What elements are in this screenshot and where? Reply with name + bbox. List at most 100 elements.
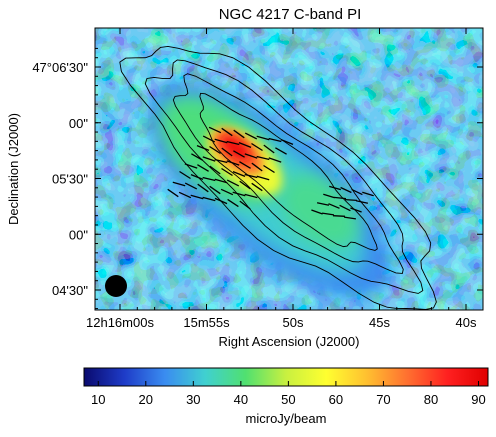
- colorbar-tick-label-7: 70: [376, 392, 390, 407]
- contour-level-3: [172, 73, 404, 274]
- x-tick-label-5: 40s: [456, 315, 477, 330]
- field-vector-9: [214, 138, 228, 144]
- colorbar-tick-label-8: 80: [424, 392, 438, 407]
- colorbar: [83, 367, 489, 387]
- field-vector-50: [167, 188, 179, 198]
- field-vector-65: [316, 202, 330, 206]
- contour-level-4: [199, 92, 378, 251]
- field-vector-62: [333, 196, 347, 200]
- field-vector-45: [197, 183, 209, 193]
- field-vector-13: [263, 144, 275, 154]
- field-vector-55: [227, 198, 239, 208]
- field-vector-57: [329, 185, 341, 191]
- beam-ellipse: [105, 275, 127, 297]
- field-vector-48: [232, 191, 246, 197]
- field-vector-53: [202, 196, 216, 202]
- field-vector-3: [233, 129, 245, 139]
- y-axis-label: Declination (J2000): [6, 113, 21, 225]
- x-tick-label-4: 45s: [369, 315, 390, 330]
- field-vector-29: [184, 163, 198, 169]
- contour-level-2: [144, 59, 424, 294]
- field-vector-19: [244, 153, 258, 159]
- x-tick-label-3: 50s: [283, 315, 304, 330]
- field-vector-70: [322, 212, 334, 216]
- field-vector-59: [351, 188, 363, 196]
- chart-title: NGC 4217 C-band PI: [219, 6, 362, 23]
- field-vector-64: [355, 200, 369, 204]
- y-tick-label-5: 04'30": [52, 283, 88, 298]
- field-vector-22: [191, 153, 203, 161]
- field-vector-24: [214, 158, 228, 164]
- colorbar-ticks: 10 20 30 40 50 60 70 80 90: [91, 381, 486, 407]
- colorbar-tick-label-1: 10: [91, 392, 105, 407]
- plot-area: [95, 28, 483, 310]
- field-vector-68: [350, 207, 362, 213]
- field-vector-66: [328, 203, 340, 209]
- field-vector-38: [202, 176, 216, 182]
- y-tick-label-1: 47°06'30": [32, 60, 88, 75]
- field-vector-17: [221, 147, 233, 157]
- field-vector-1: [208, 126, 222, 134]
- field-vector-18: [233, 150, 245, 158]
- field-vector-32: [221, 167, 233, 177]
- field-vector-15: [196, 144, 210, 152]
- field-vector-46: [209, 185, 221, 195]
- field-vector-20: [256, 155, 270, 161]
- field-vector-31: [209, 165, 221, 175]
- total-intensity-contours: [119, 45, 437, 310]
- colorbar-label: microJy/beam: [246, 411, 327, 426]
- field-vector-52: [190, 194, 204, 200]
- y-tick-label-4: 00": [69, 227, 88, 242]
- x-tick-label-2: 15m55s: [183, 315, 230, 330]
- field-vector-10: [226, 140, 240, 146]
- field-vector-25: [226, 160, 240, 166]
- field-vector-41: [239, 180, 251, 190]
- y-axis-ticks: 47°06'30" 00" 05'30" 00" 04'30": [32, 47, 483, 310]
- field-vector-26: [239, 161, 251, 169]
- field-vector-14: [275, 147, 287, 155]
- field-vector-34: [244, 173, 258, 179]
- colorbar-tick-label-3: 30: [186, 392, 200, 407]
- colorbar-tick-label-2: 20: [139, 392, 153, 407]
- field-vector-5: [256, 135, 270, 141]
- field-vector-35: [256, 175, 270, 181]
- field-vectors: [167, 126, 374, 220]
- colorbar-tick-label-9: 90: [471, 392, 485, 407]
- field-vector-58: [340, 186, 352, 194]
- field-vector-63: [344, 198, 358, 202]
- field-vector-47: [220, 188, 234, 196]
- field-vector-2: [221, 127, 233, 137]
- field-vector-8: [202, 135, 216, 143]
- field-vector-4: [244, 132, 258, 140]
- x-axis-ticks: 12h16m00s 15m55s 50s 45s 40s: [86, 28, 477, 330]
- field-vector-61: [323, 193, 335, 199]
- field-vector-42: [251, 182, 263, 192]
- field-vector-54: [214, 197, 228, 205]
- field-vector-43: [172, 181, 186, 187]
- field-vector-71: [332, 215, 346, 217]
- field-vector-60: [362, 191, 374, 197]
- contour-level-1: [119, 45, 437, 310]
- field-vector-67: [339, 204, 351, 212]
- field-vector-51: [178, 191, 192, 199]
- x-tick-label-1: 12h16m00s: [86, 315, 154, 330]
- field-vector-72: [344, 216, 356, 220]
- colorbar-tick-label-6: 60: [329, 392, 343, 407]
- x-axis-label: Right Ascension (J2000): [219, 334, 360, 349]
- field-vector-44: [184, 182, 198, 190]
- field-vector-28: [263, 164, 275, 174]
- field-vector-6: [268, 137, 282, 143]
- field-vector-37: [190, 173, 204, 181]
- field-vector-40: [226, 179, 240, 187]
- field-vector-27: [251, 162, 263, 172]
- field-vector-12: [251, 142, 263, 152]
- field-vector-11: [238, 141, 252, 149]
- emission-layer-4: [280, 174, 360, 249]
- y-tick-label-2: 00": [69, 116, 88, 131]
- field-vector-7: [280, 138, 294, 146]
- y-tick-label-3: 05'30": [52, 172, 88, 187]
- field-vector-69: [311, 209, 323, 215]
- field-vector-39: [214, 178, 228, 184]
- field-vector-49: [244, 193, 258, 199]
